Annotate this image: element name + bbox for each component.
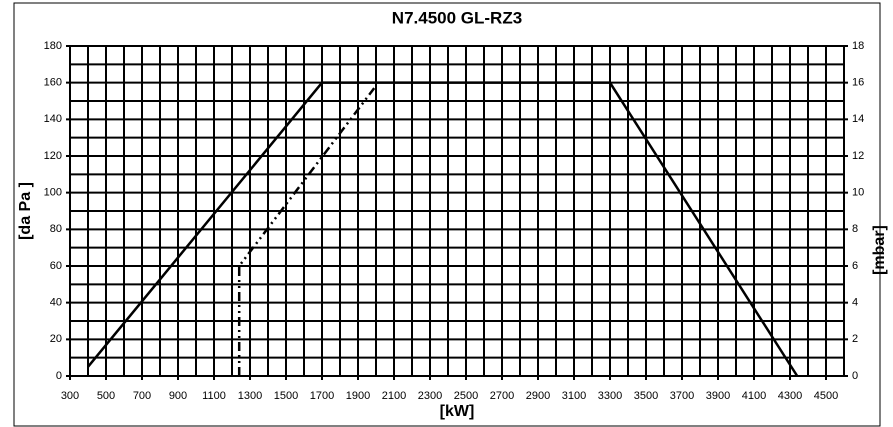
x-tick-label: 2100	[382, 390, 406, 402]
x-tick-label: 1300	[238, 390, 262, 402]
x-tick-label: 4300	[778, 390, 802, 402]
x-tick-label: 4500	[814, 390, 838, 402]
y2-tick-label: 4	[852, 297, 858, 309]
x-tick-label: 700	[133, 390, 151, 402]
x-tick-label: 3100	[562, 390, 586, 402]
y2-axis-label: [mbar]	[871, 225, 888, 275]
y-tick-label: 0	[56, 370, 62, 382]
y2-tick-label: 18	[852, 40, 864, 52]
x-tick-label: 1100	[202, 390, 226, 402]
x-tick-label: 2700	[490, 390, 514, 402]
x-tick-label: 1500	[274, 390, 298, 402]
y2-tick-label: 2	[852, 333, 858, 345]
plot-frame	[69, 45, 845, 377]
y-tick-label: 80	[50, 223, 62, 235]
y-tick-label: 140	[44, 113, 62, 125]
x-tick-label: 3500	[634, 390, 658, 402]
x-tick-label: 2900	[526, 390, 550, 402]
x-tick-label: 3900	[706, 390, 730, 402]
x-tick-label: 900	[169, 390, 187, 402]
y2-tick-label: 6	[852, 260, 858, 272]
y-tick-label: 180	[44, 40, 62, 52]
y-tick-label: 120	[44, 150, 62, 162]
x-tick-label: 3300	[598, 390, 622, 402]
x-tick-label: 2300	[418, 390, 442, 402]
x-tick-label: 300	[61, 390, 79, 402]
y2-tick-label: 14	[852, 113, 864, 125]
x-tick-label: 3700	[670, 390, 694, 402]
x-axis-label: [kW]	[440, 403, 475, 420]
y-tick-label: 60	[50, 260, 62, 272]
y-tick-label: 100	[44, 187, 62, 199]
y2-tick-label: 8	[852, 223, 858, 235]
y2-tick-label: 0	[852, 370, 858, 382]
y-tick-label: 40	[50, 297, 62, 309]
x-tick-label: 1700	[310, 390, 334, 402]
y-tick-label: 20	[50, 333, 62, 345]
x-tick-label: 500	[97, 390, 115, 402]
series-line	[87, 81, 799, 377]
series-line	[237, 87, 376, 376]
y2-tick-label: 10	[852, 187, 864, 199]
y2-tick-label: 16	[852, 77, 864, 89]
y-axis-label: [da Pa ]	[17, 182, 34, 240]
y2-tick-label: 12	[852, 150, 864, 162]
y-tick-label: 160	[44, 77, 62, 89]
x-tick-label: 4100	[742, 390, 766, 402]
chart-title: N7.4500 GL-RZ3	[392, 8, 522, 27]
x-tick-label: 2500	[454, 390, 478, 402]
x-tick-label: 1900	[346, 390, 370, 402]
